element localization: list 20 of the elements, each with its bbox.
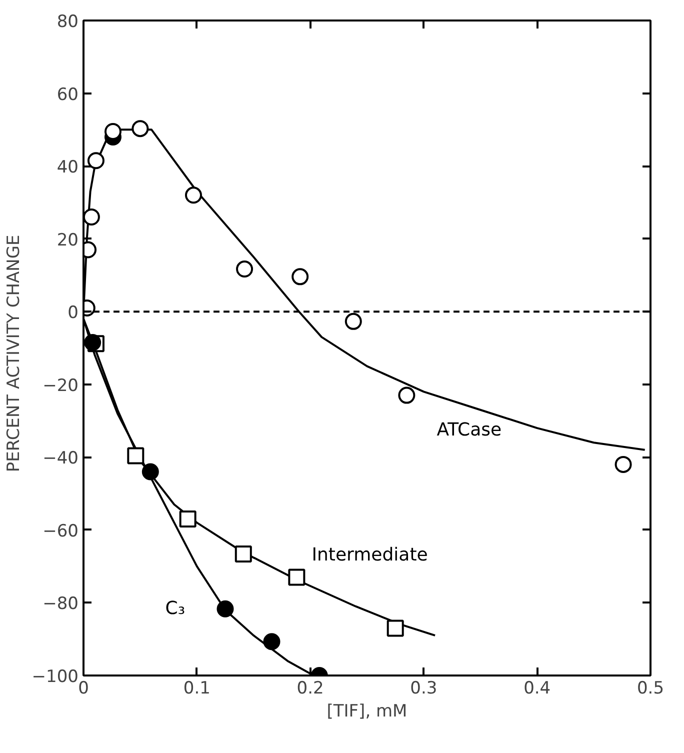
series-label: C₃ [165,598,186,619]
x-tick-label: 0.4 [524,678,551,698]
y-tick-label: −60 [42,521,79,542]
series-label: Intermediate [312,544,428,566]
y-tick-label: −100 [32,667,79,687]
y-tick-label: 0 [68,303,79,324]
y-tick-label: −80 [42,594,79,614]
x-tick-label: 0.1 [183,678,210,698]
y-tick-label: 40 [56,158,79,178]
x-tick-label: 0.2 [296,678,324,698]
x-axis-title: [TIF], mM [326,702,408,722]
y-tick-label: 20 [56,230,79,250]
y-tick-label: −20 [42,376,79,396]
y-tick-label: 60 [56,84,79,105]
x-tick-label: 0.5 [636,678,664,698]
series-label: ATCase [436,419,502,440]
y-tick-label: −40 [42,448,79,469]
y-axis-title: PERCENT ACTIVITY CHANGE [4,234,24,472]
x-tick-label: 0.3 [410,678,438,698]
y-tick-label: 80 [56,12,79,32]
